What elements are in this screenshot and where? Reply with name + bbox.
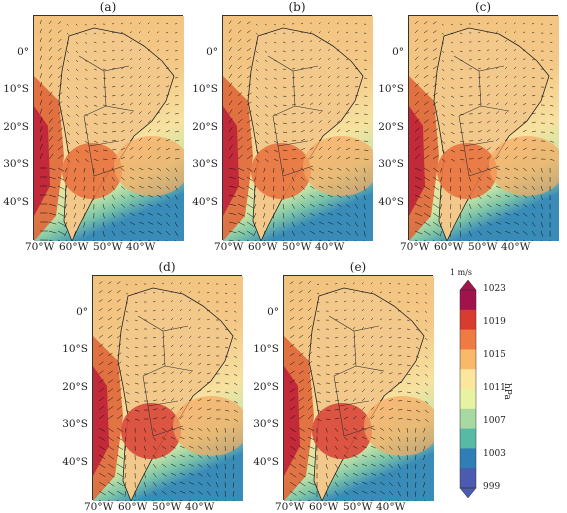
longitude-tick-label: 70°W [84, 501, 113, 513]
pressure-wind-map [223, 16, 373, 241]
longitude-tick-label: 60°W [118, 501, 147, 513]
latitude-tick-label: 0° [0, 46, 29, 58]
panel-label: (c) [468, 0, 498, 14]
colorbar-segment [460, 369, 476, 389]
latitude-tick-label: 30°S [239, 418, 279, 430]
longitude-tick-label: 40°W [501, 241, 530, 253]
map-frame [33, 15, 183, 240]
longitude-tick-label: 50°W [93, 241, 122, 253]
longitude-tick-label: 50°W [152, 501, 181, 513]
longitude-tick-label: 60°W [59, 241, 88, 253]
map-frame [408, 15, 558, 240]
longitude-tick-label: 50°W [468, 241, 497, 253]
colorbar-segment [460, 389, 476, 409]
colorbar-tick-label: 1007 [483, 416, 506, 426]
latitude-tick-label: 40°S [48, 456, 88, 468]
latitude-tick-label: 20°S [178, 121, 218, 133]
longitude-tick-label: 40°W [376, 501, 405, 513]
colorbar-tick-label: 1023 [483, 284, 506, 294]
latitude-tick-label: 0° [178, 46, 218, 58]
latitude-tick-label: 10°S [364, 83, 404, 95]
latitude-tick-label: 30°S [48, 418, 88, 430]
pressure-wind-map [93, 276, 243, 501]
longitude-tick-label: 70°W [275, 501, 304, 513]
latitude-tick-label: 20°S [0, 121, 29, 133]
latitude-tick-label: 10°S [48, 343, 88, 355]
colorbar-ramp [455, 280, 481, 498]
longitude-tick-label: 60°W [309, 501, 338, 513]
longitude-tick-label: 40°W [126, 241, 155, 253]
longitude-tick-label: 70°W [25, 241, 54, 253]
map-frame [283, 275, 433, 500]
colorbar-segment [460, 468, 476, 488]
colorbar-segment [460, 290, 476, 310]
colorbar-tick-label: 1003 [483, 449, 506, 459]
vector-reference-label: 1 m/s [450, 268, 472, 277]
latitude-tick-label: 0° [48, 306, 88, 318]
longitude-tick-label: 50°W [282, 241, 311, 253]
pressure-wind-map [409, 16, 559, 241]
panel-label: (a) [93, 0, 123, 14]
latitude-tick-label: 40°S [178, 196, 218, 208]
longitude-tick-label: 40°W [315, 241, 344, 253]
latitude-tick-label: 0° [239, 306, 279, 318]
panel-label: (e) [343, 260, 373, 274]
colorbar-segment [460, 310, 476, 330]
map-frame [222, 15, 372, 240]
latitude-tick-label: 20°S [239, 381, 279, 393]
subtropical-high-region [62, 143, 122, 199]
colorbar-segment [460, 349, 476, 369]
latitude-tick-label: 30°S [178, 158, 218, 170]
subtropical-high-region [251, 143, 311, 199]
latitude-tick-label: 20°S [48, 381, 88, 393]
longitude-tick-label: 50°W [343, 501, 372, 513]
subtropical-high-region [121, 403, 181, 459]
latitude-tick-label: 20°S [364, 121, 404, 133]
longitude-tick-label: 40°W [185, 501, 214, 513]
colorbar-tick-label: 1015 [483, 350, 506, 360]
latitude-tick-label: 10°S [178, 83, 218, 95]
longitude-tick-label: 70°W [400, 241, 429, 253]
colorbar-extend-max [460, 280, 476, 290]
latitude-tick-label: 10°S [0, 83, 29, 95]
colorbar-tick-label: 1019 [483, 317, 506, 327]
latitude-tick-label: 40°S [239, 456, 279, 468]
colorbar-tick-label: 1011 [483, 383, 506, 393]
latitude-tick-label: 30°S [364, 158, 404, 170]
colorbar-extend-min [460, 488, 476, 498]
longitude-tick-label: 60°W [248, 241, 277, 253]
latitude-tick-label: 0° [364, 46, 404, 58]
colorbar-segment [460, 409, 476, 429]
colorbar-segment [460, 330, 476, 350]
latitude-tick-label: 30°S [0, 158, 29, 170]
map-frame [92, 275, 242, 500]
latitude-tick-label: 40°S [0, 196, 29, 208]
pressure-wind-map [34, 16, 184, 241]
colorbar-tick-label: 999 [483, 482, 500, 492]
colorbar-segment [460, 429, 476, 449]
longitude-tick-label: 60°W [434, 241, 463, 253]
longitude-tick-label: 70°W [214, 241, 243, 253]
latitude-tick-label: 10°S [239, 343, 279, 355]
colorbar-segment [460, 448, 476, 468]
pressure-wind-map [284, 276, 434, 501]
latitude-tick-label: 40°S [364, 196, 404, 208]
panel-label: (b) [282, 0, 312, 14]
panel-label: (d) [152, 260, 182, 274]
subtropical-high-region [437, 143, 497, 199]
